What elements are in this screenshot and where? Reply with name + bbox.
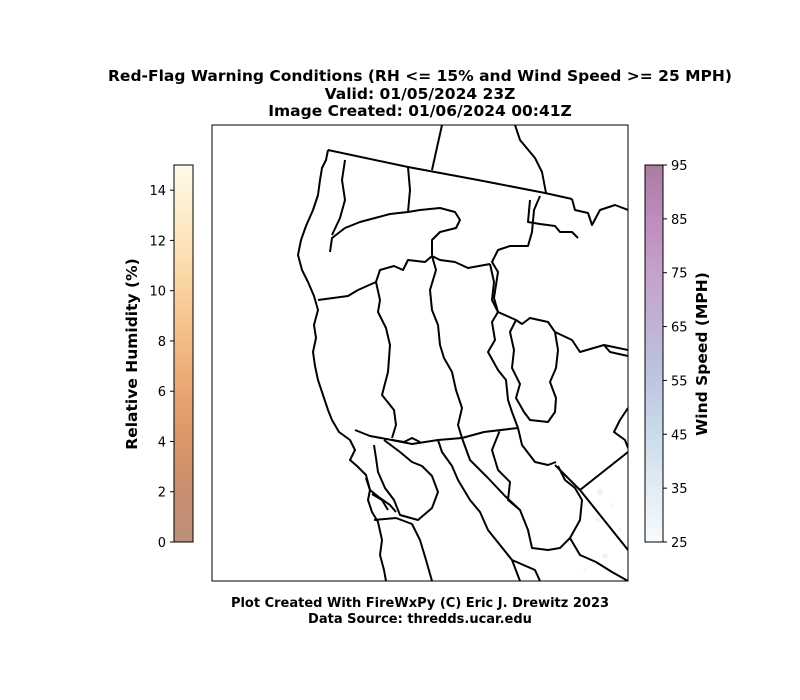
- map-frame: [211, 124, 629, 582]
- humidity-tick-label: 0: [158, 536, 166, 551]
- wind-tick-label: 55: [671, 374, 688, 389]
- wind-tick-label: 35: [671, 482, 688, 497]
- wind-tick-label: 85: [671, 213, 688, 228]
- wind-tick-label: 45: [671, 428, 688, 443]
- title-line-2: Valid: 01/05/2024 23Z: [324, 85, 516, 103]
- wind-colorbar-bar: [644, 164, 664, 543]
- county-lines: [317, 159, 628, 581]
- bay-detail: [365, 437, 421, 513]
- wind-tick-label: 25: [671, 536, 688, 551]
- humidity-colorbar: 0 2 4 6 8 10 12 14 Relative Humidity (%): [123, 164, 194, 551]
- humidity-tick-label: 10: [149, 285, 166, 300]
- footer-credit: Plot Created With FireWxPy (C) Eric J. D…: [230, 596, 610, 611]
- map-background: [212, 125, 628, 581]
- humidity-colorbar-label: Relative Humidity (%): [123, 258, 141, 449]
- humidity-tick-label: 14: [149, 184, 166, 199]
- title-line-3: Image Created: 01/06/2024 00:41Z: [268, 102, 572, 120]
- wind-colorbar: 25 35 45 55 65 75 85 95 Wind Speed (MPH): [644, 159, 711, 551]
- wind-tick-label: 65: [671, 321, 688, 336]
- humidity-tick-label: 8: [158, 335, 166, 350]
- state-border-north: [327, 149, 573, 200]
- map-panel: [211, 124, 629, 582]
- wind-colorbar-label: Wind Speed (MPH): [693, 272, 711, 436]
- wind-colorbar-ticks: 25 35 45 55 65 75 85 95: [663, 159, 688, 551]
- coastline: [297, 149, 387, 581]
- humidity-tick-label: 2: [158, 486, 166, 501]
- wind-tick-label: 75: [671, 267, 688, 282]
- oregon-county-lines: [431, 125, 628, 226]
- footer-source: Data Source: thredds.ucar.edu: [308, 612, 532, 627]
- map-boundaries: [297, 125, 628, 581]
- humidity-colorbar-bar: [173, 164, 194, 543]
- wind-tick-label: 95: [671, 159, 688, 174]
- humidity-tick-label: 4: [158, 435, 166, 450]
- wind-speed-shading: [568, 489, 622, 572]
- humidity-colorbar-ticks: 0 2 4 6 8 10 12 14: [149, 184, 174, 551]
- title-line-1: Red-Flag Warning Conditions (RH <= 15% a…: [108, 67, 732, 85]
- humidity-tick-label: 12: [149, 234, 166, 249]
- humidity-tick-label: 6: [158, 385, 166, 400]
